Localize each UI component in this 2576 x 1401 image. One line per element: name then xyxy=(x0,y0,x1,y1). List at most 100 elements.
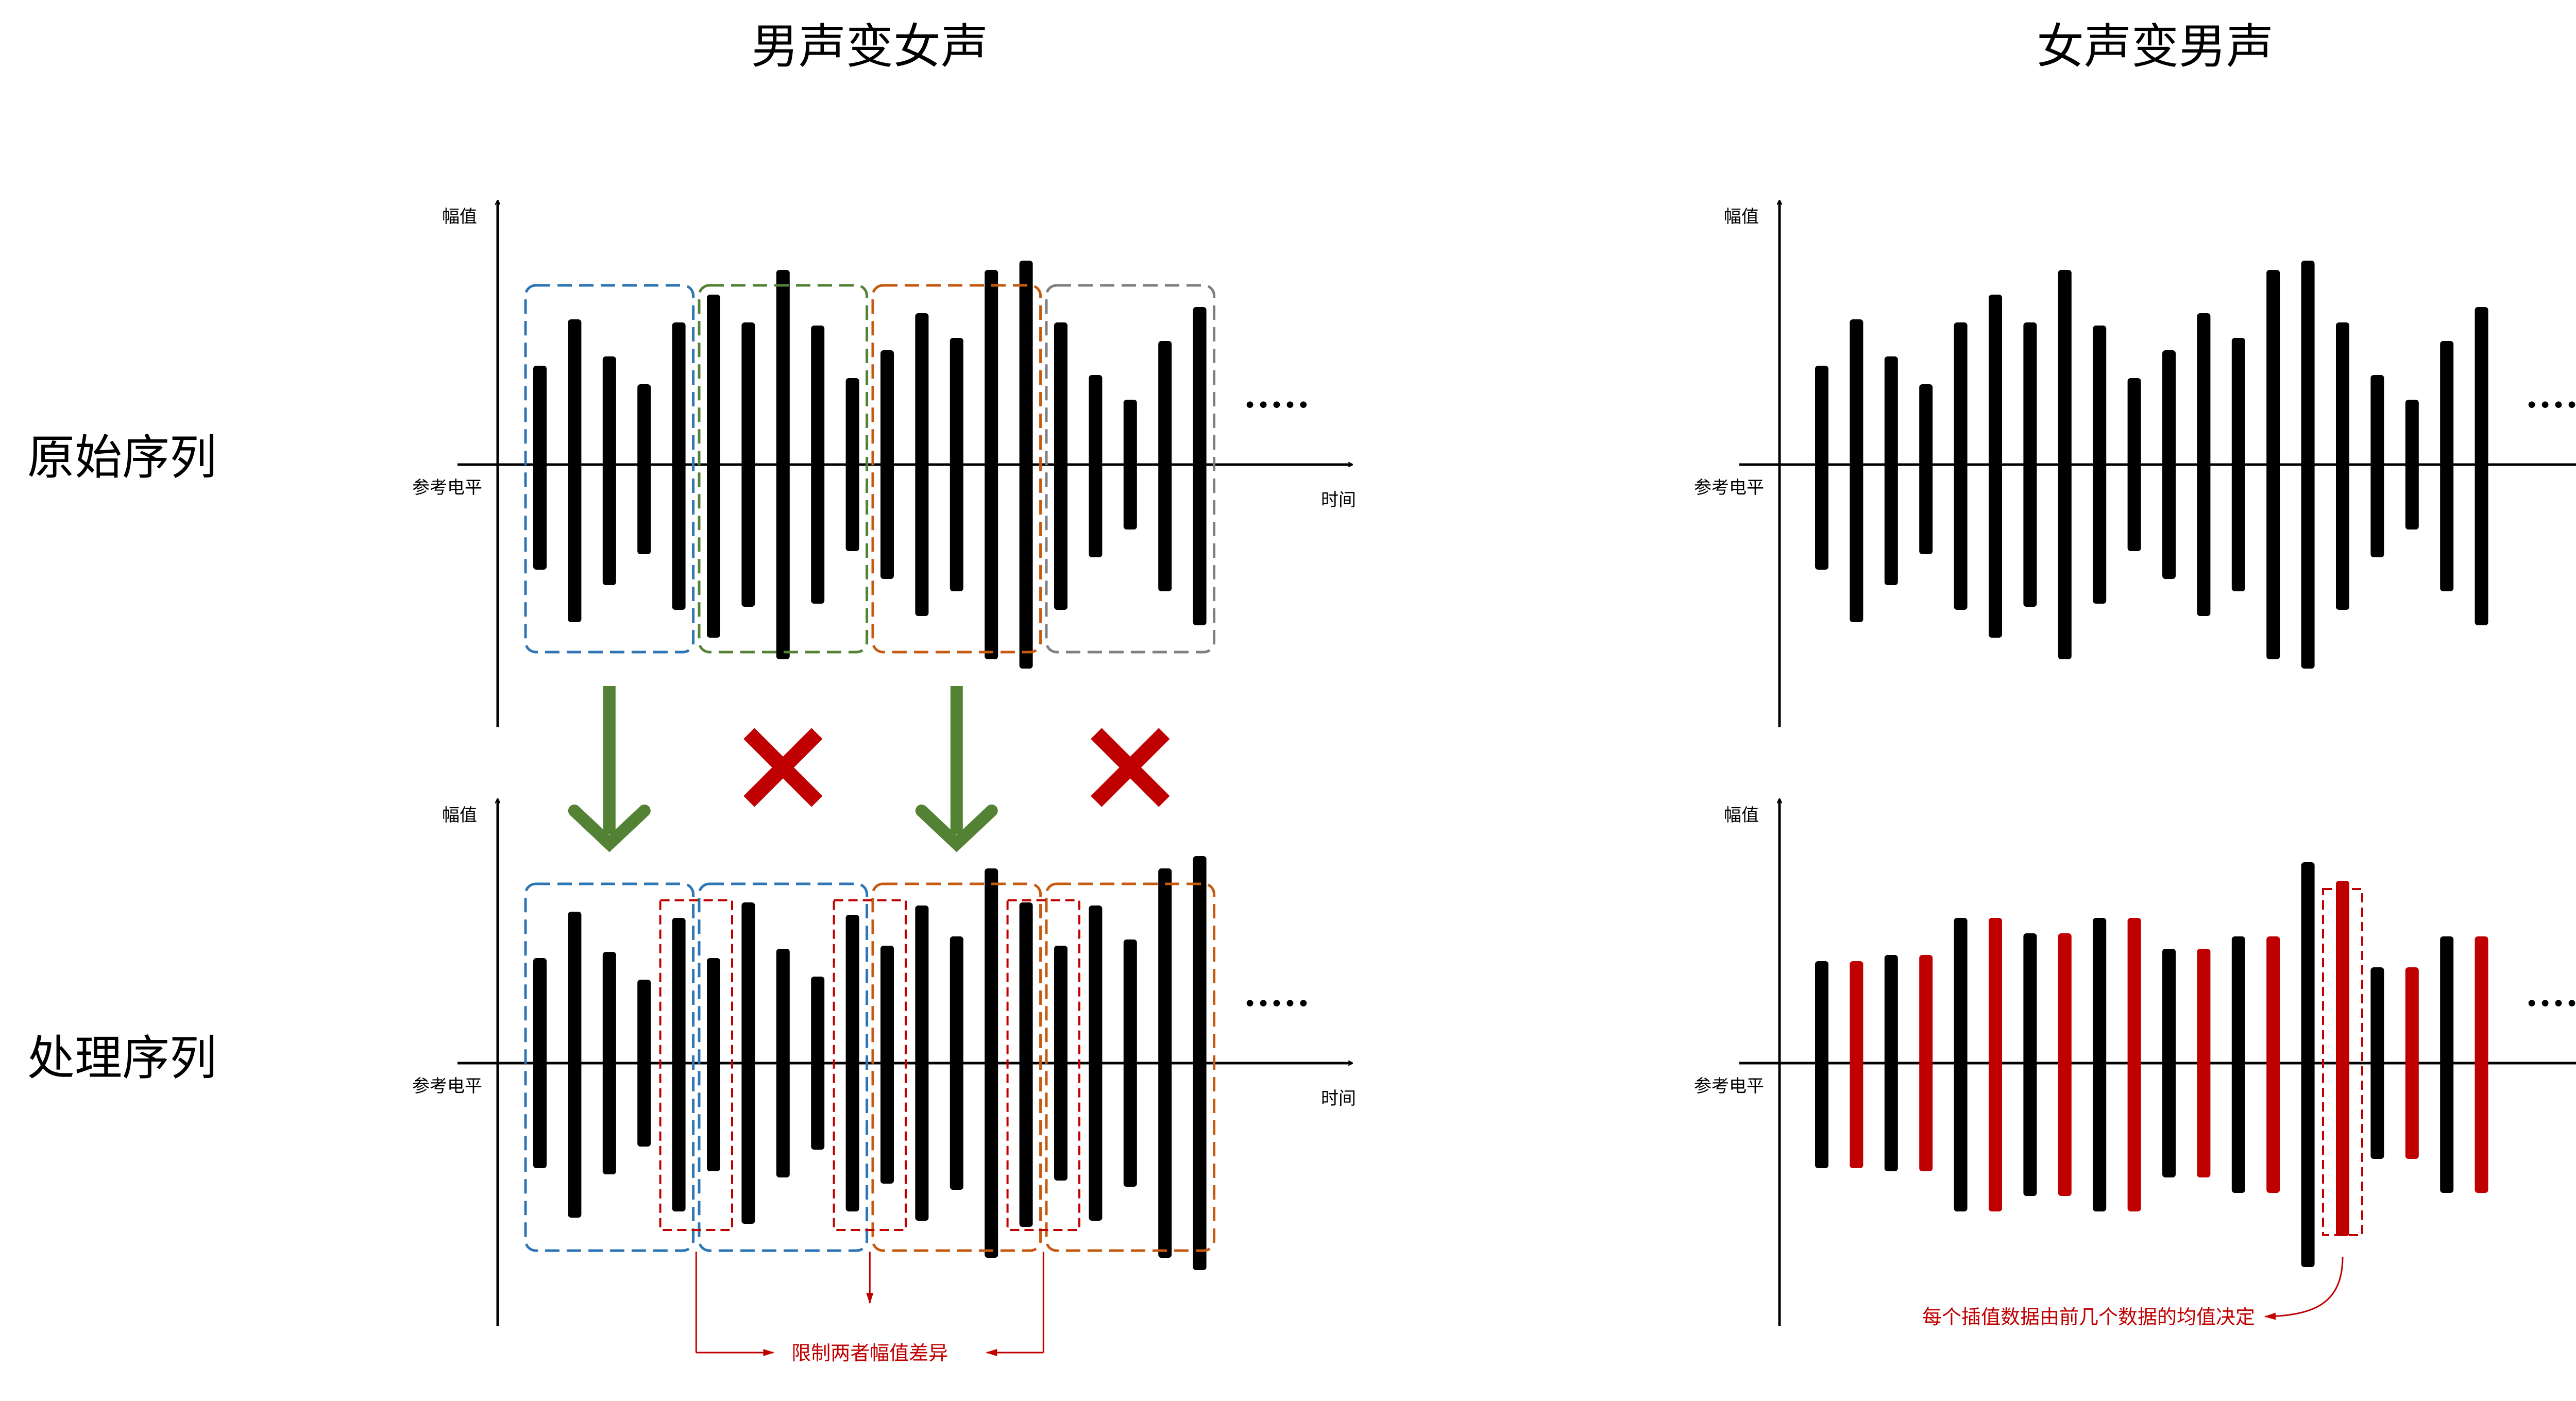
waveform-bar xyxy=(1884,955,1898,1171)
frame-group-box xyxy=(871,882,1042,1252)
frame-group-box xyxy=(1045,284,1216,654)
frame-group-box xyxy=(1045,882,1216,1252)
waveform-bar xyxy=(1884,356,1898,585)
waveform-bar xyxy=(568,912,582,1218)
waveform-bar xyxy=(1123,939,1137,1187)
ellipsis-dots: ••••• xyxy=(1243,991,1310,1017)
right-title: 女声变男声 xyxy=(2037,19,2274,74)
waveform-bar xyxy=(2301,862,2315,1267)
cross-stroke xyxy=(743,728,823,807)
junction-box xyxy=(1006,899,1080,1231)
junction-box xyxy=(659,899,733,1231)
waveform-bar xyxy=(950,338,963,591)
interpolated-bar xyxy=(2127,918,2141,1211)
waveform-bar xyxy=(915,313,929,616)
waveform-bar xyxy=(602,952,616,1174)
waveform-bar xyxy=(2231,338,2245,591)
waveform-bar xyxy=(2231,936,2245,1193)
waveform-bar xyxy=(672,322,686,610)
green-down-arrow xyxy=(568,686,651,852)
y-axis-label: 幅值 xyxy=(1724,805,1759,826)
red-cross xyxy=(743,728,823,807)
waveform-bar xyxy=(1054,322,1067,610)
interpolated-bar xyxy=(1989,918,2002,1211)
ellipsis-dots: ••••• xyxy=(2525,991,2576,1017)
waveform-bar xyxy=(985,868,998,1258)
waveform-bar xyxy=(880,350,894,579)
waveform-bar xyxy=(533,958,547,1168)
interpolated-bar xyxy=(1919,955,1933,1171)
waveform-bar xyxy=(1019,902,1033,1227)
waveform-bar xyxy=(1054,946,1067,1181)
waveform-bar xyxy=(811,977,825,1150)
frame-group-box xyxy=(698,284,869,654)
waveform-bar xyxy=(2197,313,2211,616)
waveform-bar xyxy=(741,902,755,1224)
waveform-bar xyxy=(1919,384,1933,554)
waveform-bar xyxy=(568,319,582,622)
waveform-bar xyxy=(2475,307,2488,625)
y-axis-label: 幅值 xyxy=(442,805,477,826)
waveform-bar xyxy=(2370,375,2384,557)
reference-level-label: 参考电平 xyxy=(412,1076,482,1097)
waveform-bar xyxy=(637,980,651,1147)
frame-group-box xyxy=(698,882,869,1252)
left-title: 男声变女声 xyxy=(751,19,988,74)
waveform-bar xyxy=(2301,261,2315,669)
ellipsis-dots: ••••• xyxy=(2525,392,2576,419)
waveform-bar xyxy=(2058,270,2072,659)
waveform-bar xyxy=(2405,400,2419,529)
waveform-bar xyxy=(637,384,651,554)
waveform-bar xyxy=(533,366,547,570)
frame-group-box xyxy=(524,284,695,654)
waveform-bar xyxy=(672,918,686,1211)
waveform-bar xyxy=(2023,933,2037,1196)
waveform-bar xyxy=(1089,905,1103,1221)
reference-level-label: 参考电平 xyxy=(1694,1076,1764,1097)
arrow-head xyxy=(568,805,651,852)
waveform-bar xyxy=(2093,326,2107,604)
waveform-bar xyxy=(915,905,929,1221)
frame-group-box xyxy=(871,284,1042,654)
waveform-bar xyxy=(707,295,720,638)
waveform-bar xyxy=(880,946,894,1184)
waveform-bar xyxy=(1089,375,1103,557)
waveform-bar xyxy=(1850,319,1863,622)
interpolated-bar xyxy=(2197,949,2211,1177)
junction-box xyxy=(833,899,907,1231)
waveform-bar xyxy=(2440,341,2454,591)
y-axis-label: 幅值 xyxy=(442,207,477,227)
arrow-head xyxy=(915,805,998,852)
ellipsis-dots: ••••• xyxy=(1243,392,1310,419)
annotation-arrow xyxy=(2264,1256,2344,1320)
row-label-processed: 处理序列 xyxy=(27,1031,217,1086)
red-cross xyxy=(1091,728,1170,807)
waveform-bar xyxy=(776,949,790,1177)
interpolated-bar xyxy=(2336,881,2349,1236)
waveform-bar xyxy=(1158,341,1172,591)
waveform-bar xyxy=(2093,918,2107,1211)
waveform-panels: 幅值时间参考电平•••••幅值时间参考电平•••••限制两者幅值差异幅值时间参考… xyxy=(412,201,2576,1364)
waveform-bar xyxy=(1815,366,1828,570)
reference-level-label: 参考电平 xyxy=(412,477,482,498)
waveform-bar xyxy=(950,936,963,1190)
waveform-bar xyxy=(2023,322,2037,607)
green-down-arrow xyxy=(915,686,998,852)
waveform-bar xyxy=(602,356,616,585)
waveform-bar xyxy=(845,378,859,551)
waveform-bar xyxy=(2162,949,2176,1177)
waveform-bar xyxy=(1193,856,1207,1270)
waveform-bar xyxy=(1158,868,1172,1258)
waveform-bar xyxy=(2162,350,2176,579)
reference-level-label: 参考电平 xyxy=(1694,477,1764,498)
interpolated-bar xyxy=(2266,936,2280,1193)
waveform-bar xyxy=(2266,270,2280,659)
waveform-bar xyxy=(1193,307,1207,625)
transition-markers xyxy=(568,686,1170,852)
interpolated-bar xyxy=(1850,961,1863,1168)
waveform-bar xyxy=(1954,918,1968,1211)
